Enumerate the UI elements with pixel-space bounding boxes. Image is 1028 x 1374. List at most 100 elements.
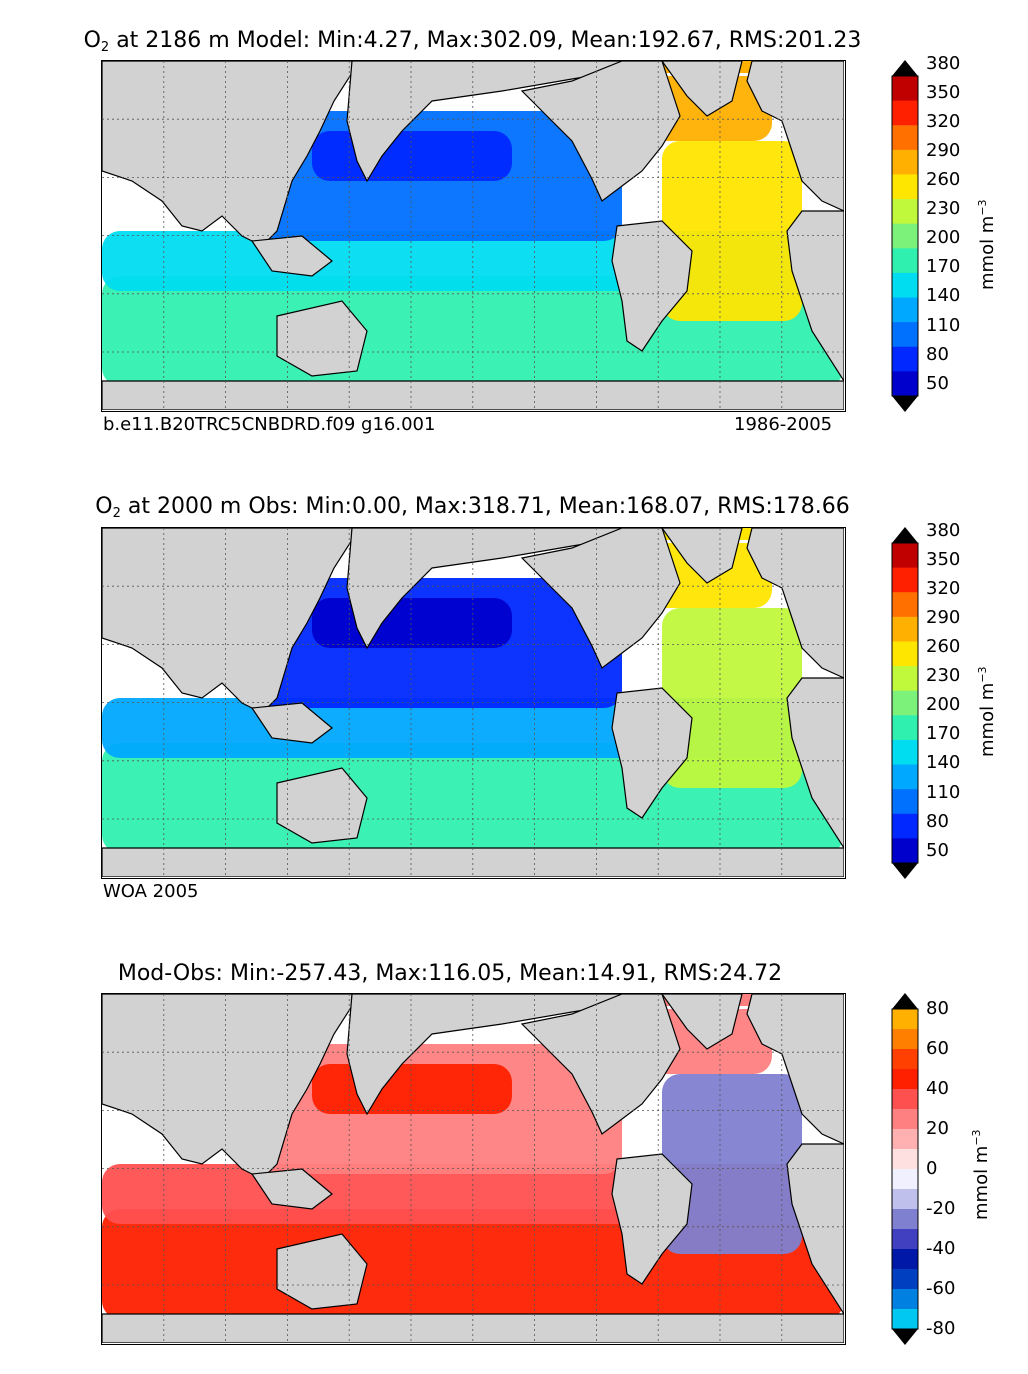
colorbar-swatch: [892, 199, 918, 225]
colorbar-swatch: [892, 371, 918, 397]
colorbar-top-arrow: [892, 60, 918, 76]
colorbar-tick-label: 80: [926, 810, 949, 832]
colorbar-tick-label: 140: [926, 752, 961, 774]
colorbar-swatch: [892, 248, 918, 274]
colorbar-swatch: [892, 1069, 918, 1090]
colorbar-top-arrow: [892, 527, 918, 543]
colorbar-tick-label: -20: [926, 1198, 956, 1219]
year-range: 1986-2005: [734, 414, 833, 435]
colorbar-swatch: [892, 813, 918, 839]
colorbar-swatch: [892, 616, 918, 642]
colorbar-tick-label: -60: [926, 1278, 956, 1299]
land-north-america: [520, 61, 681, 202]
colorbar-tick-label: 230: [926, 665, 961, 687]
colorbar-swatch: [892, 76, 918, 102]
colorbar-swatch: [892, 1309, 918, 1330]
colorbar-swatch: [892, 1049, 918, 1070]
colorbar-tick-label: 380: [926, 52, 961, 74]
colorbar-swatch: [892, 174, 918, 200]
panel-title: Mod-Obs: Min:-257.43, Max:116.05, Mean:1…: [117, 961, 783, 986]
colorbar-bottom-arrow: [892, 396, 918, 412]
colorbar-frame: [891, 1008, 919, 1330]
land-australia: [276, 1233, 368, 1310]
colorbar-tick-label: 350: [926, 548, 961, 570]
land-maritime: [250, 235, 333, 277]
colorbar-tick-label: 170: [926, 723, 961, 745]
colorbar-swatch: [892, 567, 918, 593]
colorbar-swatch: [892, 1229, 918, 1250]
gridlines: [102, 994, 844, 1343]
colorbar-tick-label: 110: [926, 314, 961, 336]
colorbar-swatch: [892, 838, 918, 864]
colorbar-unit: mmol m−3: [976, 199, 998, 290]
colorbar-swatch: [892, 1209, 918, 1230]
colorbar-swatch: [892, 322, 918, 348]
land-australia: [276, 300, 368, 377]
colorbar-tick-label: 260: [926, 169, 961, 191]
land-europe: [746, 994, 844, 1145]
land-antarctica: [102, 847, 844, 877]
colorbar-tick-label: 140: [926, 285, 961, 307]
land-greenland: [661, 528, 743, 584]
colorbar-swatch: [892, 666, 918, 692]
colorbar-swatch: [892, 690, 918, 716]
region-tropical-atlantic: [662, 141, 802, 321]
land-maritime: [250, 1168, 333, 1210]
colorbar-tick-label: -40: [926, 1238, 956, 1259]
colorbar: [891, 993, 919, 1345]
colorbar-swatch: [892, 297, 918, 323]
colorbar: [891, 60, 919, 412]
land-north-america: [520, 528, 681, 669]
colorbar-tick-label: 80: [926, 998, 949, 1019]
land-africa: [786, 210, 844, 383]
land-africa: [786, 677, 844, 850]
colorbar-tick-label: 290: [926, 606, 961, 628]
panel-title: O2 at 2186 m Model: Min:4.27, Max:302.09…: [83, 28, 862, 55]
colorbar-tick-label: 0: [926, 1158, 938, 1179]
map-plot: [101, 527, 846, 879]
colorbar-swatch: [892, 100, 918, 126]
case-name: b.e11.B20TRC5CNBDRD.f09 g16.001: [103, 414, 436, 435]
colorbar-tick-label: 260: [926, 636, 961, 658]
region-north-pacific-core: [312, 598, 512, 648]
panel-title: O2 at 2000 m Obs: Min:0.00, Max:318.71, …: [95, 494, 850, 521]
colorbar-unit: mmol m−3: [970, 1129, 992, 1220]
colorbar-swatch: [892, 1169, 918, 1190]
colorbar-tick-label: 230: [926, 198, 961, 220]
colorbar-tick-label: 200: [926, 694, 961, 716]
land-maritime: [250, 702, 333, 744]
land-greenland: [661, 61, 743, 117]
colorbar-swatch: [892, 149, 918, 175]
colorbar-tick-label: 380: [926, 519, 961, 541]
colorbar-bottom-arrow: [892, 863, 918, 879]
colorbar-bottom-arrow: [892, 1329, 918, 1345]
colorbar-swatch: [892, 739, 918, 766]
colorbar-tick-label: 60: [926, 1038, 949, 1059]
colorbar-swatch: [892, 641, 918, 667]
colorbar-swatch: [892, 1009, 918, 1030]
colorbar-swatch: [892, 789, 918, 815]
colorbar-tick-label: 20: [926, 1118, 949, 1139]
colorbar-tick-label: 350: [926, 81, 961, 103]
colorbar-swatch: [892, 543, 918, 569]
colorbar-tick-label: 110: [926, 781, 961, 803]
land-europe: [746, 528, 844, 679]
colorbar-tick-label: 50: [926, 839, 949, 861]
colorbar-tick-label: 80: [926, 343, 949, 365]
colorbar-tick-label: 50: [926, 372, 949, 394]
colorbar-unit: mmol m−3: [976, 666, 998, 757]
gridlines: [102, 528, 844, 877]
colorbar-tick-label: 40: [926, 1078, 949, 1099]
colorbar-swatch: [892, 1189, 918, 1210]
colorbar-swatch: [892, 1269, 918, 1290]
colorbar-swatch: [892, 1289, 918, 1310]
map-plot: [101, 993, 846, 1345]
colorbar-swatch: [892, 1149, 918, 1170]
colorbar-tick-label: 320: [926, 577, 961, 599]
dataset-name: WOA 2005: [103, 881, 199, 902]
land-antarctica: [102, 380, 844, 410]
land-europe: [746, 61, 844, 212]
land-greenland: [661, 994, 743, 1050]
colorbar-tick-label: 320: [926, 110, 961, 132]
gridlines: [102, 61, 844, 410]
